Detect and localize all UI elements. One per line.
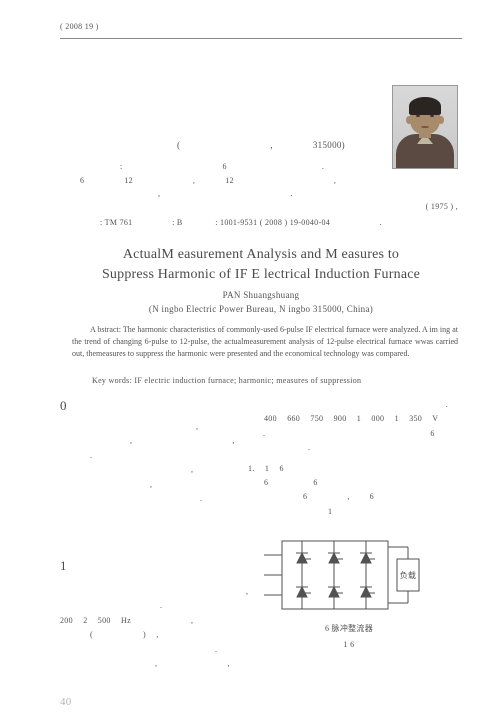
abs-cn-12a: 12 bbox=[124, 176, 133, 185]
rc-4: , bbox=[347, 492, 349, 501]
bio-year: ( 1975 ) , bbox=[426, 202, 458, 211]
right-column: . 400 660 750 900 1 000 1 350 V . 6 . 1. … bbox=[248, 398, 458, 519]
lc2-5: . bbox=[215, 645, 217, 654]
section-0-heading: 0 bbox=[60, 398, 67, 414]
abs-cn-12b: 12 bbox=[225, 176, 234, 185]
rc-fig1: 1 bbox=[328, 507, 332, 516]
lc2-4: ) , bbox=[143, 630, 159, 639]
lc2-6: , bbox=[155, 659, 157, 668]
tm-code: : TM 761 bbox=[100, 218, 132, 227]
figure-label: 1 6 bbox=[264, 640, 434, 649]
header-rule bbox=[60, 38, 462, 39]
lc-3: , bbox=[232, 436, 234, 445]
affiliation-english: (N ingbo Electric Power Bureau, N ingbo … bbox=[60, 304, 462, 314]
author-photo bbox=[392, 85, 458, 169]
title-english: ActualM easurement Analysis and M easure… bbox=[60, 245, 462, 284]
affil-suffix: 315000) bbox=[313, 140, 345, 150]
lc2-1b: , bbox=[191, 616, 193, 625]
classification-line: : TM 761 : B : 1001-9531 ( 2008 ) 19-004… bbox=[100, 218, 402, 227]
voltage-list: 400 660 750 900 1 000 1 350 V bbox=[264, 414, 438, 423]
abs-cn-p: . bbox=[290, 189, 292, 198]
lc-6: , bbox=[150, 480, 152, 489]
lc-5: , bbox=[191, 465, 193, 474]
rc-6d: 6 bbox=[303, 492, 307, 501]
lc2-7: , bbox=[227, 659, 229, 668]
abstract-english: A bstract: The harmonic characteristics … bbox=[72, 324, 458, 360]
page-number: 40 bbox=[60, 696, 72, 708]
abstract-en-text: A bstract: The harmonic characteristics … bbox=[72, 325, 458, 358]
rc-0: . bbox=[446, 400, 448, 409]
title-en-1: ActualM easurement Analysis and M easure… bbox=[60, 245, 462, 265]
rc-6c: 6 bbox=[313, 478, 317, 487]
abs-cn-1: : bbox=[120, 162, 123, 171]
lc-7: . bbox=[200, 494, 202, 503]
circuit-diagram: 负载 6 脉冲整流器 1 6 bbox=[264, 535, 434, 649]
rc-6e: 6 bbox=[370, 492, 374, 501]
left-column-1: , ,, . , , . bbox=[60, 420, 270, 506]
lc-4: . bbox=[90, 451, 92, 460]
author-english: PAN Shuangshuang bbox=[60, 290, 462, 300]
lc-1: , bbox=[196, 422, 198, 431]
title-en-2: Suppress Harmonic of IF E lectrical Indu… bbox=[60, 265, 462, 285]
load-label: 负载 bbox=[400, 570, 417, 580]
affiliation-cn: (,315000) bbox=[150, 140, 372, 150]
abs-cn-6a: 6 bbox=[223, 162, 227, 171]
keywords-english: Key words: IF electric induction furnace… bbox=[92, 376, 458, 385]
freq-range: 200 2 500 Hz bbox=[60, 616, 131, 625]
doc-code: : B bbox=[172, 218, 182, 227]
lc-2: , bbox=[130, 436, 132, 445]
lc2-2: . bbox=[160, 601, 162, 610]
article-code: : 1001-9531 ( 2008 ) 19-0040-04 bbox=[215, 218, 330, 227]
section-1-heading: 1 bbox=[60, 558, 67, 574]
abs-cn-3: , bbox=[334, 176, 336, 185]
section-1-1: 1. 1 6 bbox=[248, 464, 284, 473]
lc2-1: , bbox=[246, 587, 248, 596]
rectifier-svg: 负载 bbox=[264, 535, 434, 615]
header-issue: ( 2008 19 ) bbox=[60, 22, 99, 31]
abs-cn-2: . bbox=[322, 162, 324, 171]
abs-cn-c2: , bbox=[158, 189, 160, 198]
rc-2: . bbox=[308, 443, 310, 452]
dot: . bbox=[380, 218, 382, 227]
abs-cn-c: , bbox=[193, 176, 195, 185]
rc-6b: 6 bbox=[264, 478, 268, 487]
lc2-3: ( bbox=[90, 630, 93, 639]
abs-cn-6b: 6 bbox=[80, 176, 84, 185]
rc-6a: 6 bbox=[430, 429, 434, 438]
left-column-2: , . 200 2 500 Hz, ( ) , . ,, bbox=[60, 585, 270, 671]
rc-1: . bbox=[263, 429, 265, 438]
abstract-cn: : 6. 6 12, 12, ,. bbox=[80, 160, 372, 201]
circuit-caption: 6 脉冲整流器 bbox=[264, 623, 434, 634]
